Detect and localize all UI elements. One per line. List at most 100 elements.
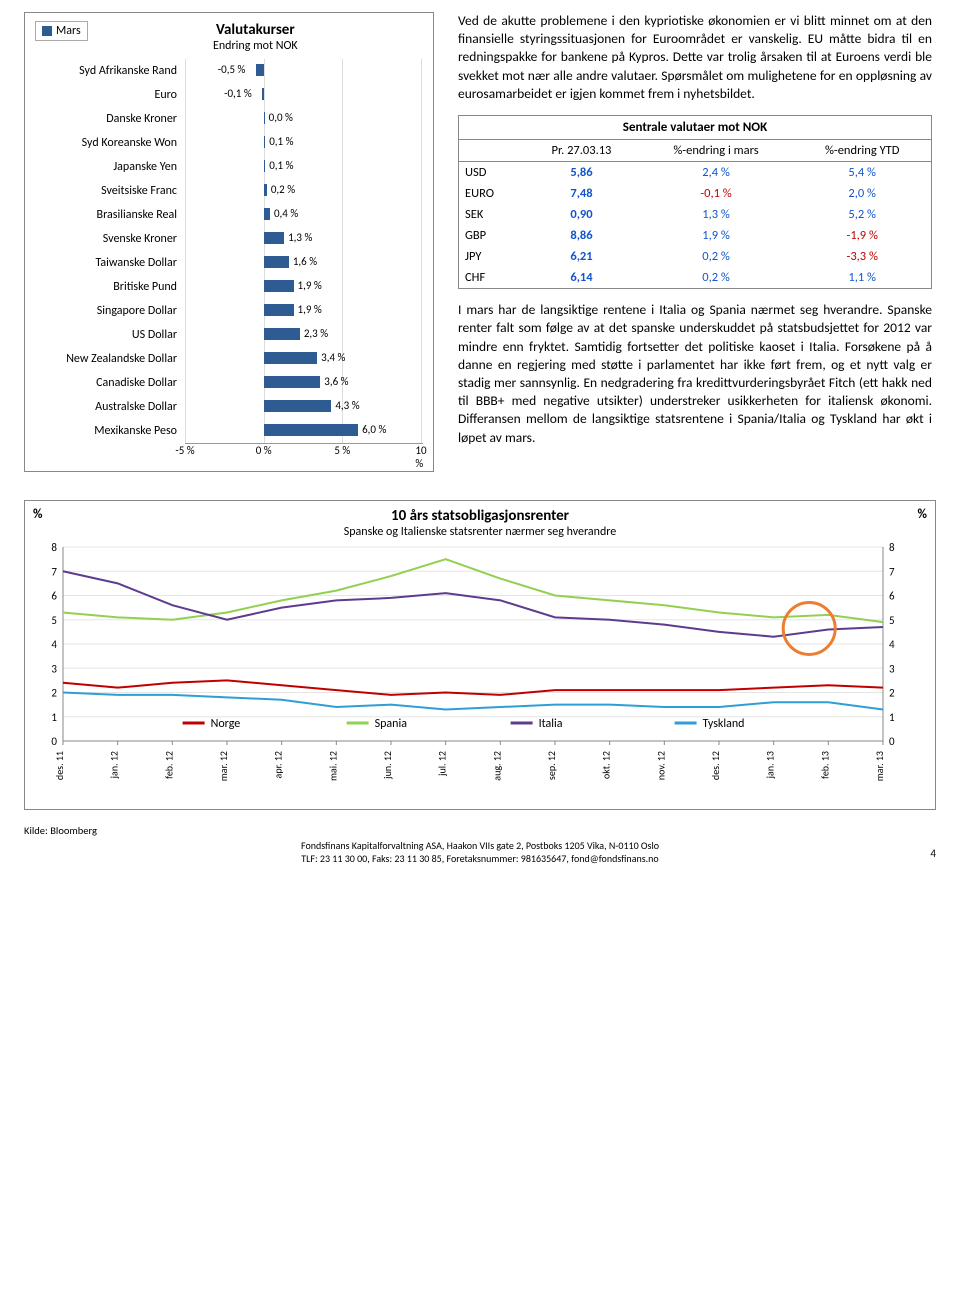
svg-text:Tyskland: Tyskland: [703, 717, 745, 731]
table-cell: 1,3 %: [639, 204, 794, 225]
svg-text:3: 3: [51, 662, 57, 675]
bar-chart-subtitle: Endring mot NOK: [88, 39, 423, 53]
table-cell: -3,3 %: [793, 246, 931, 267]
svg-text:okt. 12: okt. 12: [600, 751, 613, 779]
bar-fill: [264, 112, 265, 124]
table-cell: SEK: [459, 204, 524, 225]
table-cell: -1,9 %: [793, 225, 931, 246]
bar-category-label: Singapore Dollar: [35, 304, 185, 318]
svg-text:feb. 13: feb. 13: [818, 751, 831, 779]
svg-text:Norge: Norge: [211, 717, 241, 731]
bar-category-label: US Dollar: [35, 328, 185, 342]
bar-value-label: 4,3 %: [335, 399, 359, 412]
bar-chart-body: Syd Afrikanske Rand -0,5 % Euro-0,1 % Dansk…: [35, 59, 423, 443]
bar-fill: [264, 328, 300, 340]
table-row: SEK0,901,3 %5,2 %: [459, 204, 931, 225]
bar-row: Canadiske Dollar3,6 %: [35, 371, 423, 395]
svg-text:feb. 12: feb. 12: [162, 751, 175, 779]
bar-value-label: 0,0 %: [269, 111, 293, 124]
svg-text:jan. 13: jan. 13: [764, 751, 777, 779]
bar-category-label: Sveitsiske Franc: [35, 184, 185, 198]
table-cell: 5,2 %: [793, 204, 931, 225]
bar-chart-xaxis: -5 %0 %5 %10 %: [185, 443, 423, 461]
bar-category-label: Canadiske Dollar: [35, 376, 185, 390]
table-row: JPY6,210,2 %-3,3 %: [459, 246, 931, 267]
table-row: GBP8,861,9 %-1,9 %: [459, 225, 931, 246]
bar-category-label: Syd Koreanske Won: [35, 136, 185, 150]
legend-swatch: [42, 26, 52, 36]
bar-fill: [264, 280, 294, 292]
bar-value-label: 1,9 %: [298, 279, 322, 292]
table-header-cell: Pr. 27.03.13: [524, 140, 638, 162]
bar-category-label: Brasilianske Real: [35, 208, 185, 222]
svg-text:jul. 12: jul. 12: [436, 751, 449, 777]
bar-fill: [262, 88, 264, 100]
bar-category-label: New Zealandske Dollar: [35, 352, 185, 366]
table-cell: 0,90: [524, 204, 638, 225]
currency-table-wrap: Sentrale valutaer mot NOK Pr. 27.03.13%-…: [458, 115, 932, 289]
svg-text:Spania: Spania: [375, 717, 408, 731]
bar-row: Japanske Yen 0,1 %: [35, 155, 423, 179]
bar-category-label: Danske Kroner: [35, 112, 185, 126]
bar-category-label: Syd Afrikanske Rand: [35, 64, 185, 78]
bar-fill: [264, 424, 358, 436]
bar-chart-title: Valutakurser: [88, 21, 423, 39]
bar-value-label: 0,2 %: [271, 183, 295, 196]
bar-row: Euro-0,1 %: [35, 83, 423, 107]
bar-fill: [264, 232, 284, 244]
svg-text:2: 2: [889, 687, 895, 700]
svg-text:apr. 12: apr. 12: [272, 751, 285, 778]
bar-fill: [264, 256, 289, 268]
bar-row: Singapore Dollar 1,9 %: [35, 299, 423, 323]
svg-text:3: 3: [889, 662, 895, 675]
svg-text:mar. 13: mar. 13: [873, 751, 886, 781]
line-chart-title: 10 års statsobligasjonsrenter: [51, 507, 909, 525]
bar-value-label: 0,1 %: [269, 135, 293, 148]
bar-value-label: 1,9 %: [298, 303, 322, 316]
bar-fill: [264, 184, 267, 196]
bar-category-label: Mexikanske Peso: [35, 424, 185, 438]
table-cell: -0,1 %: [639, 183, 794, 204]
table-cell: 7,48: [524, 183, 638, 204]
bar-xaxis-tick: -5 %: [175, 444, 194, 457]
svg-text:sep. 12: sep. 12: [545, 751, 558, 780]
table-cell: 1,1 %: [793, 267, 931, 288]
line-chart-subtitle: Spanske og Italienske statsrenter nærmer…: [51, 525, 909, 539]
bar-value-label: 1,3 %: [288, 231, 312, 244]
svg-text:5: 5: [51, 614, 57, 627]
svg-text:jan. 12: jan. 12: [108, 751, 121, 779]
bar-value-label: 2,3 %: [304, 327, 328, 340]
right-column: Ved de akutte problemene i den kypriotis…: [454, 12, 936, 472]
svg-text:8: 8: [889, 541, 895, 554]
y-axis-label-right: %: [909, 507, 927, 541]
bar-row: Australske Dollar 4,3 %: [35, 395, 423, 419]
bar-value-label: 1,6 %: [293, 255, 317, 268]
bar-fill: [264, 376, 321, 388]
svg-text:4: 4: [51, 638, 57, 651]
legend-label: Mars: [56, 24, 81, 38]
bar-value-label: -0,5 %: [218, 63, 254, 76]
table-cell: USD: [459, 162, 524, 184]
svg-text:0: 0: [51, 735, 57, 748]
svg-text:des. 11: des. 11: [53, 751, 66, 780]
line-chart-panel: % 10 års statsobligasjonsrenter Spanske …: [24, 500, 936, 810]
y-axis-label-left: %: [33, 507, 51, 541]
bar-value-label: 6,0 %: [362, 423, 386, 436]
bar-category-label: Australske Dollar: [35, 400, 185, 414]
bar-value-label: 0,1 %: [269, 159, 293, 172]
bar-value-label: 3,4 %: [321, 351, 345, 364]
table-cell: 6,21: [524, 246, 638, 267]
svg-text:8: 8: [51, 541, 57, 554]
svg-text:jun. 12: jun. 12: [381, 751, 394, 780]
bar-row: Mexikanske Peso 6,0 %: [35, 419, 423, 443]
bar-fill: [264, 400, 332, 412]
currency-table-title: Sentrale valutaer mot NOK: [459, 116, 931, 140]
top-row: Mars Valutakurser Endring mot NOK Syd Af…: [24, 12, 936, 472]
svg-text:1: 1: [889, 711, 895, 724]
bar-xaxis-tick: 5 %: [334, 444, 350, 457]
bar-category-label: Japanske Yen: [35, 160, 185, 174]
svg-text:7: 7: [889, 565, 895, 578]
bar-fill: [264, 208, 270, 220]
line-chart-svg: 001122334455667788des. 11jan. 12feb. 12m…: [33, 541, 913, 801]
bar-xaxis-tick: 0 %: [256, 444, 272, 457]
